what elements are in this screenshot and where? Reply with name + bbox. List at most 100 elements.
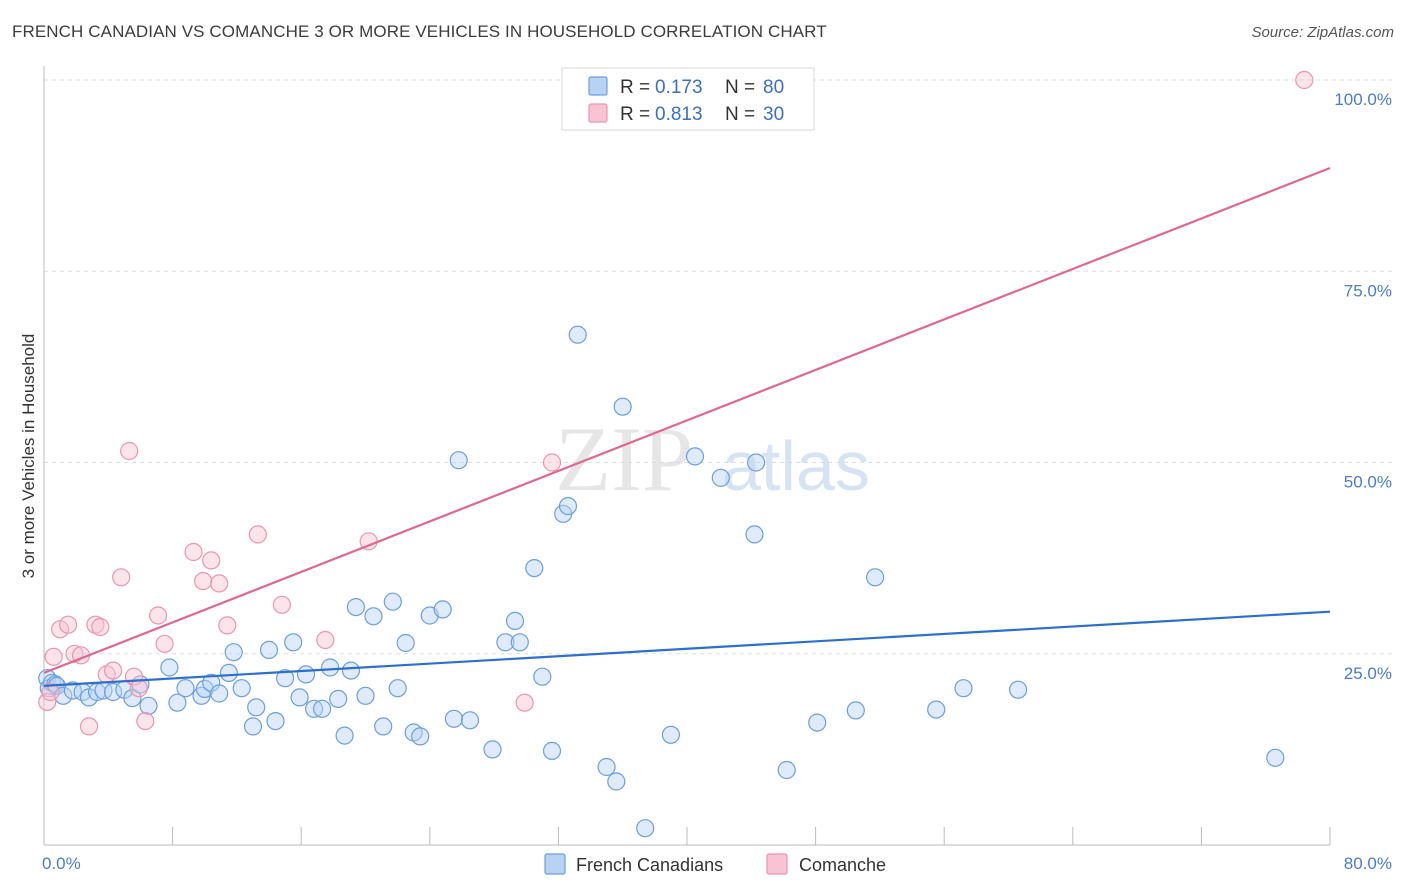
- legend-r-value-french-canadians: 0.173: [655, 77, 703, 98]
- x-tick-label-1: 80.0%: [1344, 854, 1392, 873]
- point-french-canadians-38: [335, 726, 354, 745]
- point-french-canadians-75: [846, 701, 865, 720]
- point-french-canadians-79: [1008, 680, 1028, 699]
- point-french-canadians-53: [460, 711, 480, 730]
- chart-source: Source: ZipAtlas.com: [1251, 24, 1394, 41]
- point-comanche-20: [194, 571, 213, 591]
- point-french-canadians-45: [388, 679, 407, 698]
- point-french-canadians-17: [168, 693, 187, 712]
- point-french-canadians-71: [745, 525, 764, 544]
- legend-n-label-comanche: N =: [725, 104, 755, 125]
- point-french-canadians-26: [243, 717, 263, 736]
- legend-r-label-comanche: R =: [620, 104, 650, 125]
- legend-n-value-comanche: 30: [763, 104, 784, 125]
- point-french-canadians-23: [219, 663, 238, 683]
- point-french-canadians-78: [954, 679, 973, 698]
- point-french-canadians-65: [607, 772, 626, 791]
- point-french-canadians-22: [210, 684, 229, 703]
- point-french-canadians-28: [259, 640, 279, 660]
- point-comanche-13: [120, 441, 139, 461]
- point-french-canadians-11: [103, 682, 123, 702]
- point-comanche-15: [129, 679, 148, 698]
- point-french-canadians-50: [433, 600, 452, 619]
- point-french-canadians-77: [927, 700, 946, 719]
- point-comanche-12: [112, 568, 131, 587]
- point-comanche-30: [1295, 70, 1314, 90]
- point-french-canadians-16: [160, 658, 179, 677]
- point-french-canadians-15: [139, 696, 158, 715]
- point-french-canadians-72: [746, 453, 766, 472]
- watermark-atlas: atlas: [722, 427, 870, 505]
- trend-line-comanche: [43, 166, 1331, 674]
- legend-swatch-comanche: [588, 103, 608, 123]
- point-comanche-19: [184, 542, 203, 562]
- point-comanche-22: [210, 574, 229, 593]
- point-comanche-28: [515, 693, 534, 712]
- point-french-canadians-35: [313, 699, 332, 718]
- point-comanche-17: [149, 606, 168, 625]
- point-comanche-25: [272, 595, 291, 614]
- point-comanche-0: [38, 692, 57, 712]
- point-comanche-29: [542, 453, 562, 472]
- point-french-canadians-13: [123, 688, 142, 708]
- point-french-canadians-66: [613, 397, 632, 416]
- point-comanche-8: [86, 615, 105, 634]
- point-french-canadians-55: [496, 633, 515, 652]
- point-french-canadians-24: [224, 643, 243, 662]
- y-tick-label-1: 50.0%: [1344, 473, 1392, 492]
- point-french-canadians-33: [296, 665, 316, 684]
- point-comanche-4: [58, 615, 78, 634]
- point-french-canadians-43: [374, 717, 393, 736]
- point-comanche-26: [316, 630, 335, 650]
- point-french-canadians-41: [356, 686, 375, 705]
- point-french-canadians-73: [777, 760, 796, 780]
- point-french-canadians-37: [329, 689, 348, 709]
- point-french-canadians-32: [290, 688, 309, 707]
- point-french-canadians-39: [341, 661, 361, 680]
- point-french-canadians-48: [411, 727, 430, 746]
- legend-n-value-french-canadians: 80: [763, 77, 784, 98]
- x-tick-label-0: 0.0%: [42, 854, 81, 873]
- point-comanche-1: [41, 682, 60, 702]
- point-french-canadians-64: [597, 757, 616, 777]
- point-comanche-21: [202, 551, 221, 570]
- bottom-legend-label-comanche: Comanche: [799, 855, 886, 875]
- point-french-canadians-68: [661, 725, 681, 744]
- point-french-canadians-44: [383, 592, 402, 611]
- legend: R = 0.173 N = 80 R = 0.813 N = 30: [561, 67, 815, 131]
- point-french-canadians-59: [533, 667, 552, 686]
- legend-swatch-french-canadians: [588, 76, 608, 96]
- trend-line-french-canadians: [43, 610, 1331, 687]
- point-french-canadians-80: [1266, 748, 1285, 767]
- point-comanche-18: [155, 634, 174, 653]
- point-french-canadians-67: [636, 819, 655, 838]
- point-french-canadians-62: [558, 497, 578, 516]
- bottom-legend: French Canadians Comanche: [544, 853, 886, 875]
- chart-title: FRENCH CANADIAN VS COMANCHE 3 OR MORE VE…: [12, 22, 827, 41]
- point-comanche-16: [136, 711, 155, 731]
- watermark: ZIP atlas: [555, 408, 870, 510]
- point-comanche-23: [218, 616, 237, 635]
- point-french-canadians-18: [176, 679, 195, 698]
- y-tick-label-0: 25.0%: [1344, 664, 1392, 683]
- point-comanche-7: [79, 717, 99, 736]
- point-french-canadians-76: [865, 568, 885, 587]
- legend-r-value-comanche: 0.813: [655, 104, 703, 125]
- point-french-canadians-63: [568, 325, 587, 344]
- point-french-canadians-30: [276, 669, 295, 688]
- point-comanche-2: [44, 647, 63, 666]
- y-tick-label-3: 100.0%: [1334, 90, 1392, 109]
- point-french-canadians-27: [247, 698, 266, 717]
- point-french-canadians-56: [505, 611, 525, 631]
- legend-n-label-french-canadians: N =: [725, 77, 755, 98]
- point-french-canadians-29: [266, 711, 285, 731]
- point-french-canadians-74: [808, 713, 827, 732]
- point-french-canadians-52: [449, 451, 468, 470]
- point-french-canadians-57: [510, 633, 529, 652]
- trend-lines: [43, 166, 1331, 687]
- point-french-canadians-70: [711, 468, 730, 487]
- y-axis-title: 3 or more Vehicles in Household: [19, 334, 38, 579]
- tick-labels: 25.0% 50.0% 75.0% 100.0% 0.0% 80.0%: [42, 90, 1392, 873]
- point-french-canadians-60: [542, 741, 562, 761]
